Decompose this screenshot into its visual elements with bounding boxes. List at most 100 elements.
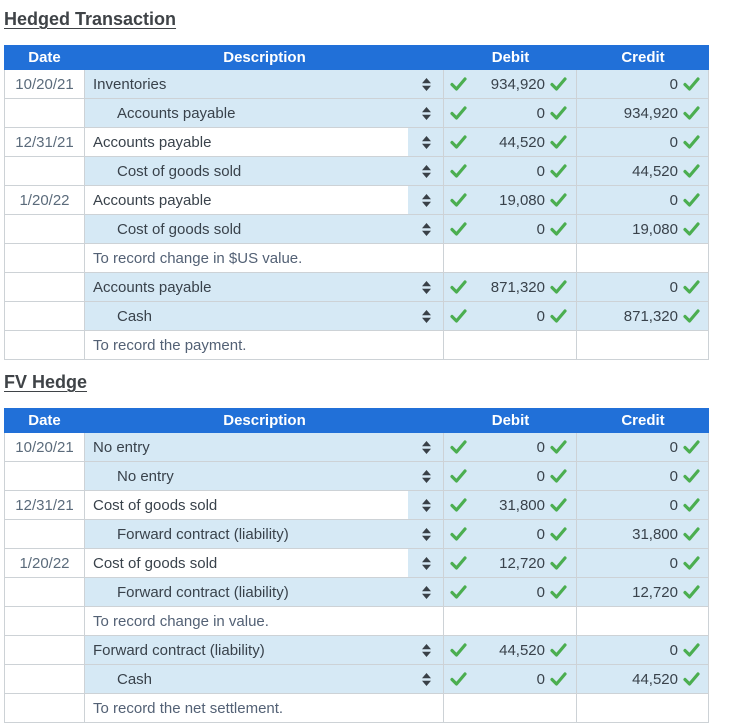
- debit-cell[interactable]: 934,920: [444, 70, 577, 98]
- credit-check-icon: [683, 309, 700, 323]
- debit-cell: [444, 331, 577, 359]
- spinner-cell[interactable]: [408, 70, 444, 98]
- credit-check-icon: [683, 643, 700, 657]
- spinner-cell[interactable]: [408, 302, 444, 330]
- debit-cell[interactable]: 12,720: [444, 549, 577, 577]
- table-header-row: Date Description Debit Credit: [4, 408, 709, 433]
- description-cell[interactable]: No entry: [85, 433, 408, 461]
- credit-cell[interactable]: 934,920: [577, 99, 709, 127]
- description-cell[interactable]: Accounts payable: [85, 186, 408, 214]
- debit-cell[interactable]: 31,800: [444, 491, 577, 519]
- sort-spinner-icon[interactable]: [420, 527, 433, 542]
- description-cell[interactable]: Cost of goods sold: [85, 491, 408, 519]
- spinner-cell[interactable]: [408, 128, 444, 156]
- date-cell: 1/20/22: [4, 186, 85, 214]
- debit-cell[interactable]: 0: [444, 433, 577, 461]
- sort-spinner-icon[interactable]: [420, 193, 433, 208]
- sort-spinner-icon[interactable]: [420, 280, 433, 295]
- description-cell[interactable]: Accounts payable: [85, 128, 408, 156]
- spinner-cell[interactable]: [408, 491, 444, 519]
- description-cell[interactable]: Forward contract (liability): [85, 636, 408, 664]
- debit-cell[interactable]: 0: [444, 99, 577, 127]
- sort-spinner-icon[interactable]: [420, 440, 433, 455]
- description-cell[interactable]: Forward contract (liability): [85, 520, 408, 548]
- spinner-cell[interactable]: [408, 665, 444, 693]
- spinner-cell[interactable]: [408, 215, 444, 243]
- credit-cell[interactable]: 0: [577, 636, 709, 664]
- sort-spinner-icon[interactable]: [420, 672, 433, 687]
- debit-cell[interactable]: 19,080: [444, 186, 577, 214]
- sort-spinner-icon[interactable]: [420, 164, 433, 179]
- credit-cell[interactable]: 0: [577, 549, 709, 577]
- description-cell[interactable]: Cost of goods sold: [85, 549, 408, 577]
- description-cell[interactable]: Cost of goods sold: [85, 157, 408, 185]
- sort-spinner-icon[interactable]: [420, 585, 433, 600]
- description-cell[interactable]: No entry: [85, 462, 408, 490]
- credit-cell[interactable]: 12,720: [577, 578, 709, 606]
- spinner-cell[interactable]: [408, 273, 444, 301]
- sort-spinner-icon[interactable]: [420, 498, 433, 513]
- debit-cell[interactable]: 0: [444, 157, 577, 185]
- credit-value: 0: [669, 554, 678, 572]
- debit-cell[interactable]: 0: [444, 665, 577, 693]
- journal-entry-row: No entry 0 0: [4, 462, 709, 491]
- journal-note-row: To record the net settlement.: [4, 694, 709, 723]
- date-cell: 10/20/21: [4, 70, 85, 98]
- spinner-cell[interactable]: [408, 157, 444, 185]
- sort-spinner-icon[interactable]: [420, 135, 433, 150]
- credit-cell[interactable]: 871,320: [577, 302, 709, 330]
- debit-value: 44,520: [499, 641, 545, 659]
- spinner-cell[interactable]: [408, 520, 444, 548]
- spinner-cell[interactable]: [408, 433, 444, 461]
- spinner-cell[interactable]: [408, 462, 444, 490]
- sort-spinner-icon[interactable]: [420, 222, 433, 237]
- debit-cell[interactable]: 0: [444, 578, 577, 606]
- description-cell[interactable]: Cash: [85, 302, 408, 330]
- credit-value: 0: [669, 438, 678, 456]
- credit-cell[interactable]: 0: [577, 128, 709, 156]
- sort-spinner-icon[interactable]: [420, 469, 433, 484]
- sort-spinner-icon[interactable]: [420, 309, 433, 324]
- journal-entry-row: 12/31/21 Cost of goods sold 31,800 0: [4, 491, 709, 520]
- credit-cell[interactable]: 0: [577, 70, 709, 98]
- spinner-cell[interactable]: [408, 636, 444, 664]
- journal-entry-row: Forward contract (liability) 0 12,720: [4, 578, 709, 607]
- debit-cell[interactable]: 0: [444, 462, 577, 490]
- credit-cell[interactable]: 0: [577, 273, 709, 301]
- description-cell[interactable]: Forward contract (liability): [85, 578, 408, 606]
- credit-cell[interactable]: 0: [577, 462, 709, 490]
- table-rows: 10/20/21 No entry 0 0 No entry: [4, 433, 709, 723]
- debit-cell[interactable]: 871,320: [444, 273, 577, 301]
- credit-cell: [577, 244, 709, 272]
- credit-cell[interactable]: 19,080: [577, 215, 709, 243]
- sort-spinner-icon[interactable]: [420, 106, 433, 121]
- credit-cell[interactable]: 0: [577, 433, 709, 461]
- credit-cell[interactable]: 44,520: [577, 157, 709, 185]
- credit-cell[interactable]: 0: [577, 186, 709, 214]
- description-cell[interactable]: Cost of goods sold: [85, 215, 408, 243]
- sort-spinner-icon[interactable]: [420, 77, 433, 92]
- debit-cell[interactable]: 44,520: [444, 128, 577, 156]
- credit-cell[interactable]: 31,800: [577, 520, 709, 548]
- spinner-cell[interactable]: [408, 549, 444, 577]
- debit-cell[interactable]: 0: [444, 520, 577, 548]
- row-check-icon: [450, 498, 467, 512]
- credit-cell[interactable]: 44,520: [577, 665, 709, 693]
- description-cell[interactable]: Accounts payable: [85, 273, 408, 301]
- description-cell[interactable]: Cash: [85, 665, 408, 693]
- debit-cell[interactable]: 44,520: [444, 636, 577, 664]
- row-check-icon: [450, 77, 467, 91]
- debit-cell[interactable]: 0: [444, 215, 577, 243]
- credit-cell: [577, 694, 709, 722]
- description-cell[interactable]: Accounts payable: [85, 99, 408, 127]
- spinner-cell[interactable]: [408, 186, 444, 214]
- spinner-cell[interactable]: [408, 99, 444, 127]
- sort-spinner-icon[interactable]: [420, 643, 433, 658]
- spinner-cell[interactable]: [408, 578, 444, 606]
- description-cell[interactable]: Inventories: [85, 70, 408, 98]
- debit-cell[interactable]: 0: [444, 302, 577, 330]
- credit-cell[interactable]: 0: [577, 491, 709, 519]
- header-date: Date: [28, 49, 61, 66]
- sort-spinner-icon[interactable]: [420, 556, 433, 571]
- debit-value: 44,520: [499, 133, 545, 151]
